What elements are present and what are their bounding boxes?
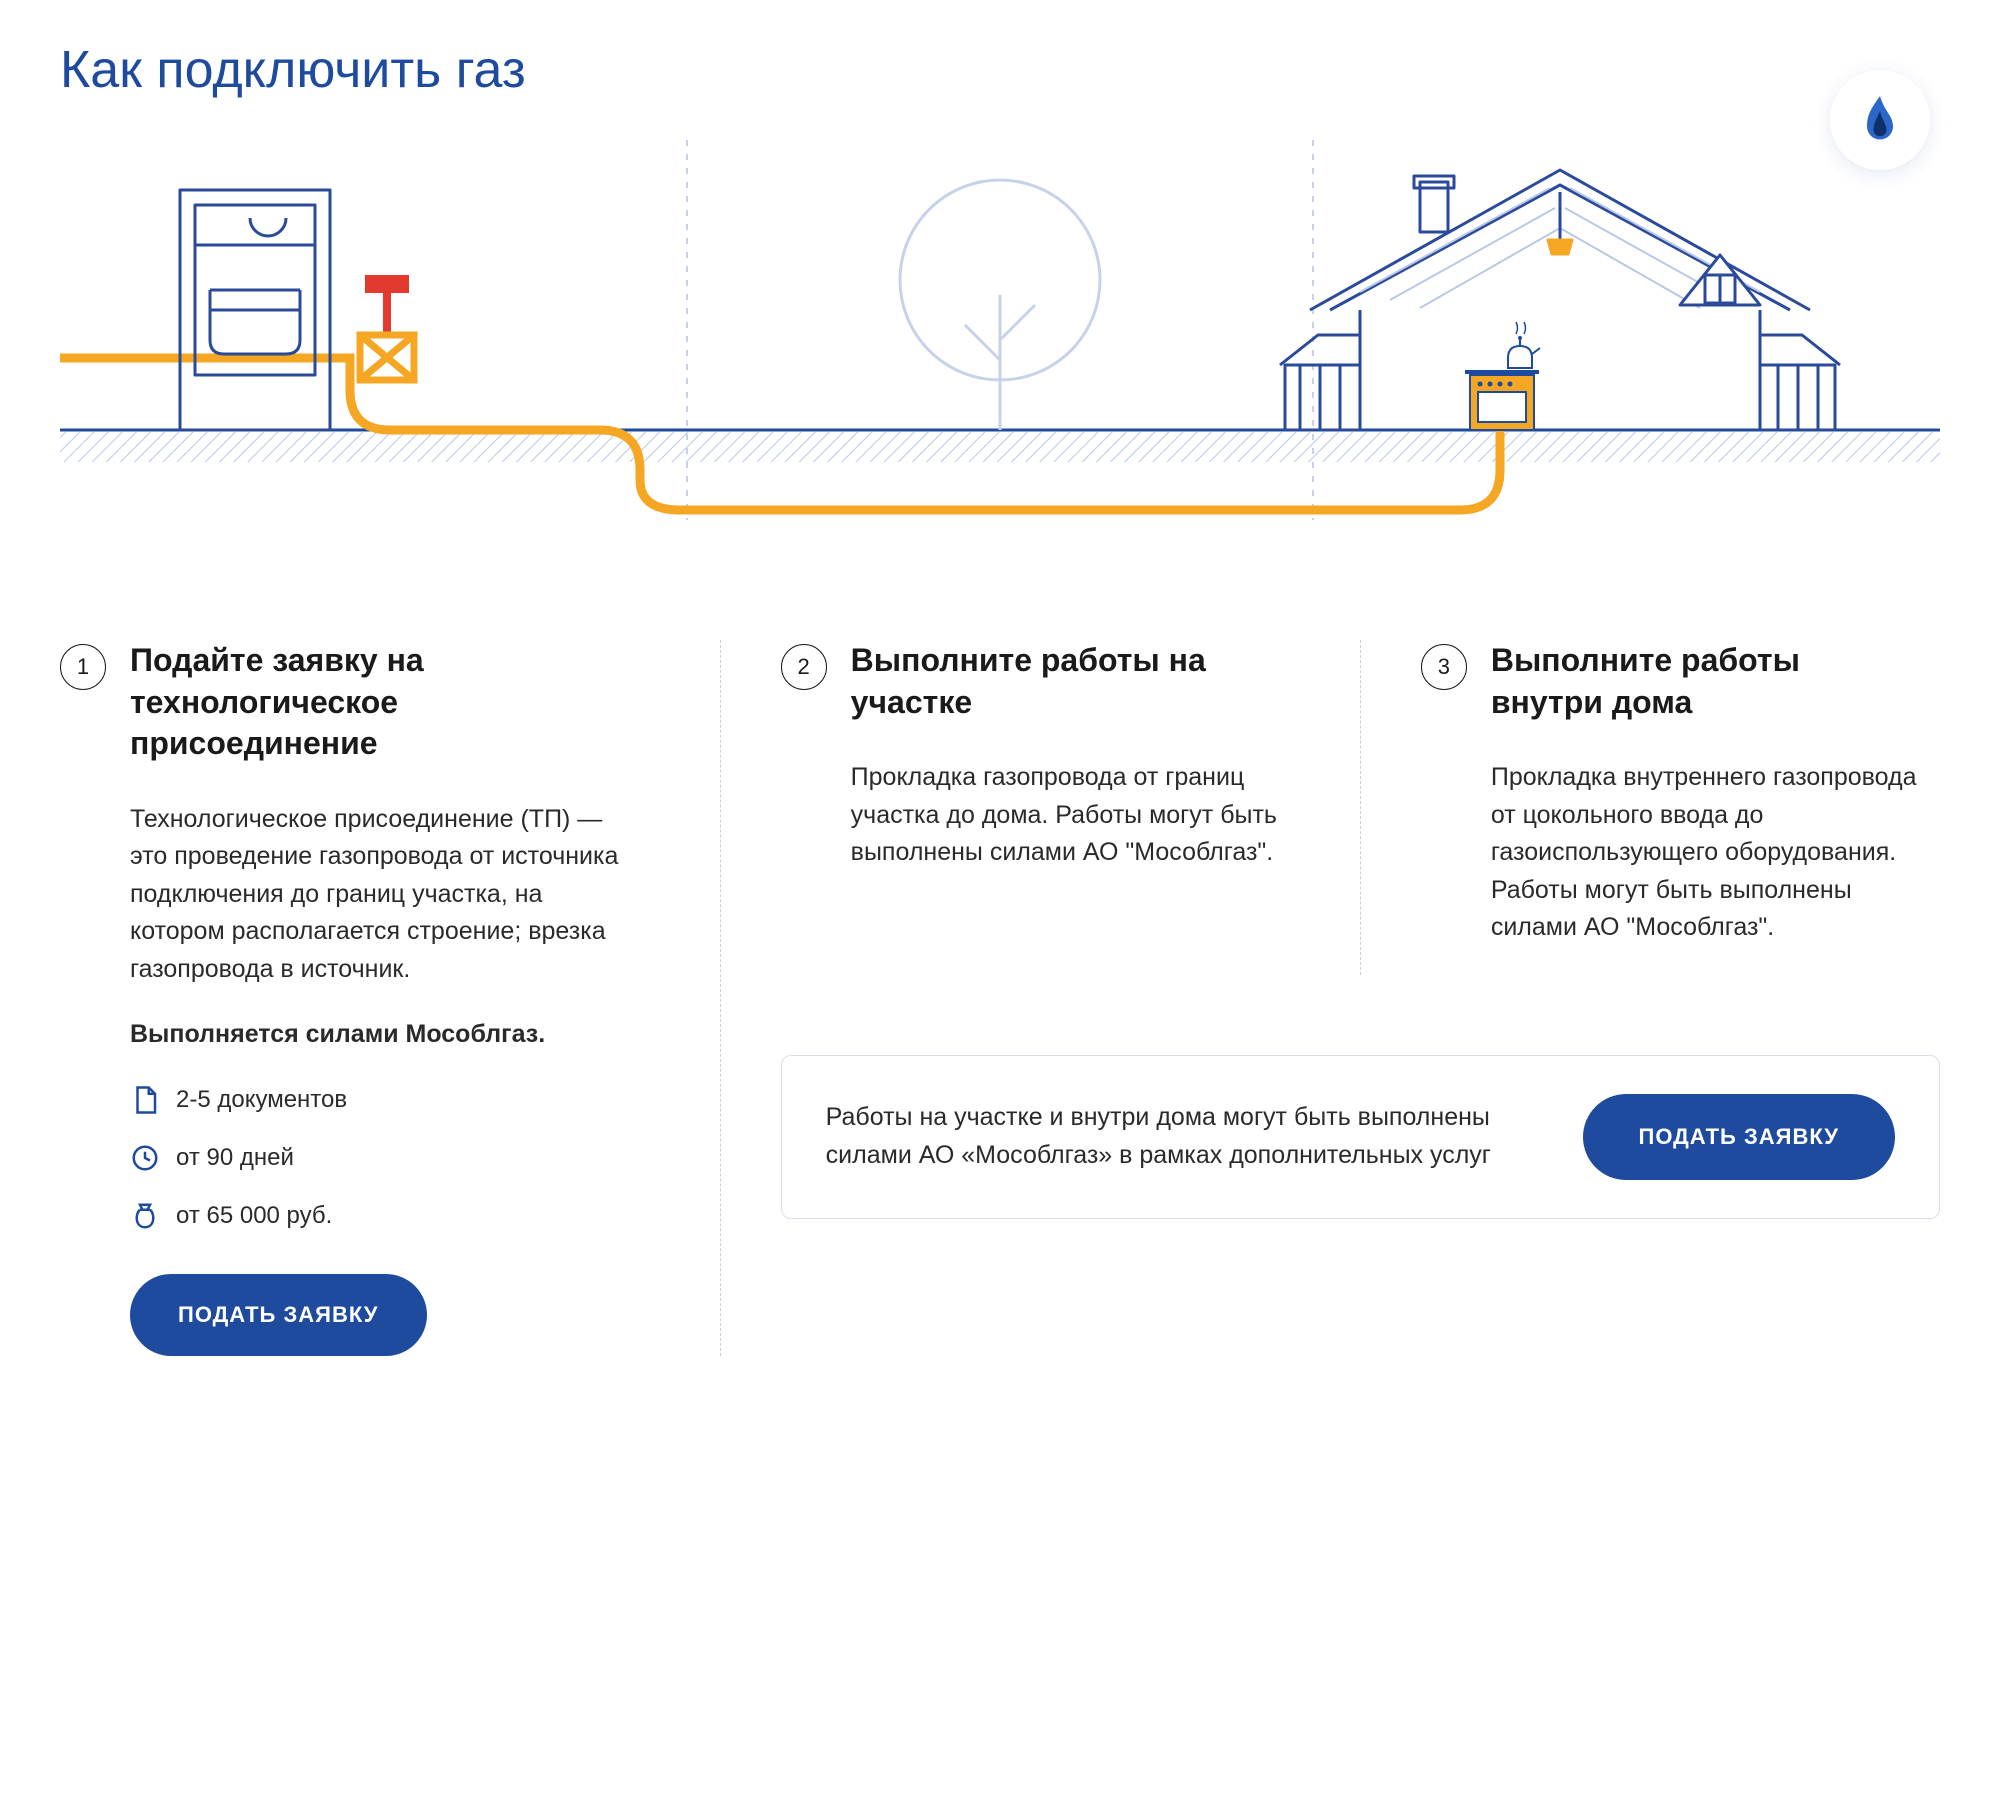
step-body-text: Технологическое присоединение (ТП) — это… (130, 801, 640, 989)
gas-cabinet-icon (180, 190, 330, 430)
steps-row: 1 Подайте заявку на технологическое прис… (60, 640, 1940, 1356)
step-meta-list: 2-5 документов от 90 дней (130, 1082, 640, 1234)
stove-icon (1465, 322, 1540, 430)
step-title: Выполните работы на участке (851, 640, 1280, 723)
valve-icon (360, 275, 414, 380)
additional-services-note: Работы на участке и внутри дома могут бы… (781, 1055, 1940, 1219)
step-3: 3 Выполните работы внутри дома Прокладка… (1360, 640, 1940, 975)
step-body-text: Прокладка газопровода от границ участка … (851, 759, 1280, 872)
submit-request-button-note[interactable]: ПОДАТЬ ЗАЯВКУ (1583, 1094, 1896, 1180)
meta-price: от 65 000 руб. (176, 1198, 332, 1234)
money-bag-icon (130, 1201, 160, 1231)
tree-icon (900, 180, 1100, 430)
step-body-strong: Выполняется силами Мособлгаз. (130, 1016, 640, 1054)
step-title: Выполните работы внутри дома (1491, 640, 1920, 723)
submit-request-button[interactable]: ПОДАТЬ ЗАЯВКУ (130, 1274, 427, 1356)
clock-icon (130, 1143, 160, 1173)
step-number: 3 (1421, 644, 1467, 690)
document-icon (130, 1085, 160, 1115)
meta-time: от 90 дней (176, 1140, 294, 1176)
meta-docs: 2-5 документов (176, 1082, 347, 1118)
note-text: Работы на участке и внутри дома могут бы… (826, 1099, 1543, 1174)
connection-diagram (60, 140, 1940, 520)
step-number: 2 (781, 644, 827, 690)
step-2: 2 Выполните работы на участке Прокладка … (781, 640, 1300, 975)
step-title: Подайте заявку на технологическое присое… (130, 640, 640, 765)
page-title: Как подключить газ (60, 40, 1940, 100)
step-number: 1 (60, 644, 106, 690)
step-1: 1 Подайте заявку на технологическое прис… (60, 640, 660, 1356)
step-body-text: Прокладка внутреннего газопровода от цок… (1491, 759, 1920, 947)
house-icon (1280, 170, 1840, 430)
